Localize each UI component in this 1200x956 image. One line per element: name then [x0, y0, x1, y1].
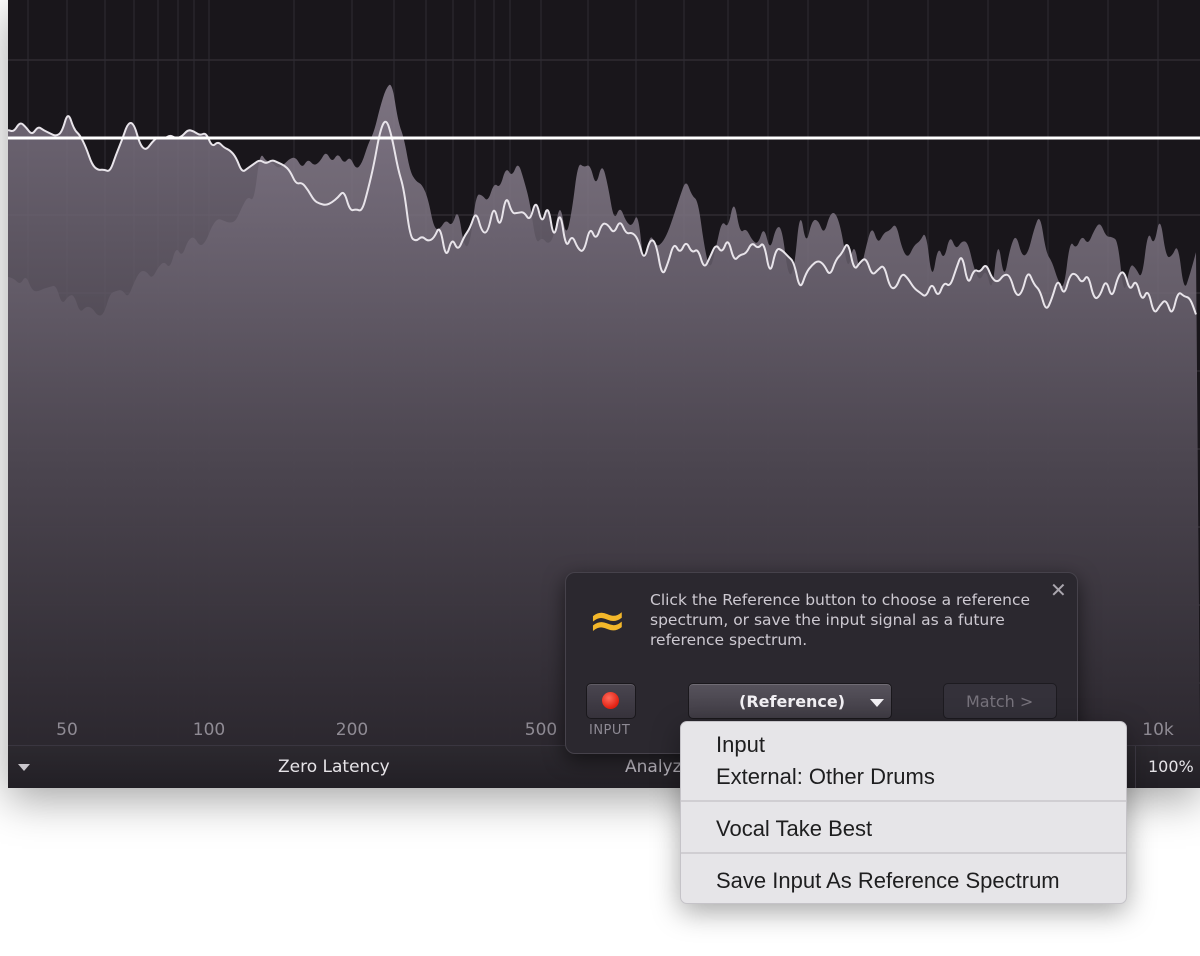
menu-item-input[interactable]: Input — [716, 732, 765, 757]
analyzer-button[interactable]: Analyz — [625, 757, 682, 777]
match-button[interactable]: Match > — [943, 683, 1057, 719]
reference-help-text: Click the Reference button to choose a r… — [650, 591, 1031, 649]
freq-label-50: 50 — [56, 720, 78, 740]
freq-label-10k: 10k — [1142, 720, 1174, 740]
reference-dropdown[interactable]: (Reference) — [688, 683, 892, 719]
reference-dropdown-label: (Reference) — [739, 692, 846, 711]
menu-item-save-input-as-reference[interactable]: Save Input As Reference Spectrum — [716, 868, 1060, 893]
zoom-label: 100% — [1148, 757, 1194, 776]
latency-mode-button[interactable]: Zero Latency — [278, 757, 390, 777]
match-button-label: Match > — [966, 692, 1034, 711]
record-input-button[interactable] — [586, 683, 636, 719]
input-spectrum-line — [8, 115, 1197, 315]
freq-label-100: 100 — [192, 720, 226, 740]
menu-item-vocal-take-best[interactable]: Vocal Take Best — [716, 816, 873, 841]
menu-item-external-other-drums[interactable]: External: Other Drums — [716, 764, 935, 789]
menu-separator — [681, 852, 1126, 854]
input-caption: INPUT — [589, 723, 631, 738]
chevron-down-icon — [870, 699, 884, 707]
freq-label-200: 200 — [335, 720, 369, 740]
menu-triangle-icon[interactable] — [18, 764, 30, 771]
menu-separator — [681, 800, 1126, 802]
reference-popup-menu: Input External: Other Drums Vocal Take B… — [680, 721, 1127, 904]
approx-icon: ≈ — [588, 593, 627, 647]
close-icon[interactable]: ✕ — [1050, 580, 1067, 602]
record-icon — [602, 692, 619, 709]
freq-label-500: 500 — [524, 720, 558, 740]
zoom-control[interactable]: 100% — [1135, 746, 1196, 788]
pro-q-window: 50 100 200 500 10k Zero Latency Analyz 1… — [8, 0, 1200, 788]
